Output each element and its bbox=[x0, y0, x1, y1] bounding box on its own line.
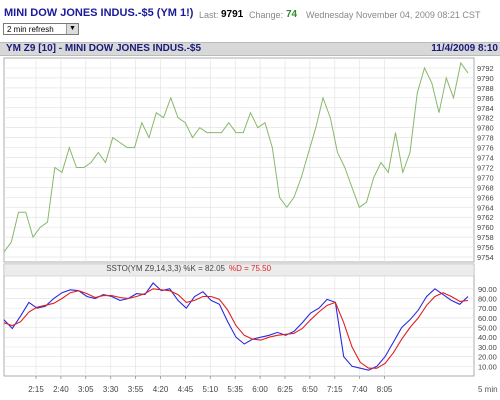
oscillator-d-value: %D = 75.50 bbox=[229, 264, 272, 273]
osc-y-tick-label: 20.00 bbox=[478, 353, 497, 362]
chart-title: YM Z9 [10] - MINI DOW JONES INDUS.-$5 bbox=[6, 43, 202, 54]
price-y-tick-label: 9764 bbox=[477, 203, 494, 212]
chevron-down-icon[interactable]: ▼ bbox=[66, 24, 78, 34]
x-tick-label: 7:15 bbox=[327, 385, 343, 394]
price-y-tick-label: 9790 bbox=[477, 74, 494, 83]
chart-date: 11/4/2009 8:10 bbox=[431, 43, 498, 54]
x-tick-label: 4:20 bbox=[153, 385, 169, 394]
osc-y-tick-label: 60.00 bbox=[478, 314, 497, 323]
refresh-select[interactable]: 2 min refresh ▼ bbox=[3, 23, 79, 35]
price-y-tick-label: 9792 bbox=[477, 64, 494, 73]
price-series-line bbox=[3, 61, 469, 253]
x-tick-label: 6:25 bbox=[277, 385, 293, 394]
oscillator-plot-area bbox=[3, 263, 475, 377]
x-tick-label: 2:15 bbox=[28, 385, 44, 394]
x-tick-label: 6:50 bbox=[302, 385, 318, 394]
price-y-tick-label: 9766 bbox=[477, 193, 494, 202]
change-label: Change: bbox=[249, 10, 284, 20]
timestamp: Wednesday November 04, 2009 08:21 CST bbox=[306, 10, 481, 20]
osc-y-tick-label: 10.00 bbox=[478, 362, 497, 371]
price-y-tick-label: 9784 bbox=[477, 104, 494, 113]
price-y-tick-label: 9754 bbox=[477, 253, 494, 262]
oscillator-title: SSTO(YM Z9,14,3,3) %K = 82.05 bbox=[106, 264, 225, 273]
x-tick-label: 4:45 bbox=[178, 385, 194, 394]
last-value: 9791 bbox=[221, 9, 244, 20]
osc-y-tick-label: 80.00 bbox=[478, 294, 497, 303]
last-label: Last: bbox=[199, 10, 219, 20]
price-y-tick-label: 9762 bbox=[477, 213, 494, 222]
osc-y-tick-label: 70.00 bbox=[478, 304, 497, 313]
oscillator-panel: 10.0020.0030.0040.0050.0060.0070.0080.00… bbox=[3, 263, 497, 377]
price-y-tick-label: 9778 bbox=[477, 134, 494, 143]
x-tick-label: 2:40 bbox=[53, 385, 69, 394]
x-axis: 2:15 2:40 3:05 3:30 3:55 4:20 4:45 5:10 5:35 6:00… bbox=[28, 376, 393, 394]
price-y-tick-label: 9788 bbox=[477, 84, 494, 93]
price-y-tick-label: 9774 bbox=[477, 154, 494, 163]
osc-y-tick-label: 40.00 bbox=[478, 333, 497, 342]
refresh-selected: 2 min refresh bbox=[7, 25, 54, 34]
x-tick-label: 8:05 bbox=[377, 385, 393, 394]
osc-y-tick-label: 50.00 bbox=[478, 324, 497, 333]
price-y-tick-label: 9776 bbox=[477, 144, 494, 153]
k-series-line bbox=[3, 282, 469, 371]
x-tick-label: 6:00 bbox=[252, 385, 268, 394]
price-plot-area bbox=[3, 57, 475, 263]
x-tick-label: 3:05 bbox=[78, 385, 94, 394]
x-tick-label: 7:40 bbox=[352, 385, 368, 394]
quote-header: MINI DOW JONES INDUS.-$5 (YM 1!) Last: 9… bbox=[0, 0, 500, 36]
price-y-tick-label: 9756 bbox=[477, 243, 494, 252]
price-y-tick-label: 9780 bbox=[477, 124, 494, 133]
price-y-tick-label: 9772 bbox=[477, 163, 494, 172]
chart-header: YM Z9 [10] - MINI DOW JONES INDUS.-$5 11… bbox=[0, 42, 500, 56]
price-y-tick-label: 9782 bbox=[477, 114, 494, 123]
x-tick-label: 3:30 bbox=[103, 385, 119, 394]
x-tick-label: 5:10 bbox=[203, 385, 219, 394]
oscillator-title-bar bbox=[3, 263, 475, 277]
x-unit-label: 5 min bbox=[478, 385, 498, 394]
d-series-line bbox=[3, 288, 469, 369]
symbol-title[interactable]: MINI DOW JONES INDUS.-$5 (YM 1!) bbox=[4, 7, 194, 19]
price-y-tick-label: 9760 bbox=[477, 223, 494, 232]
price-y-tick-label: 9786 bbox=[477, 94, 494, 103]
osc-y-tick-label: 90.00 bbox=[478, 285, 497, 294]
price-y-tick-label: 9770 bbox=[477, 173, 494, 182]
change-value: 74 bbox=[286, 9, 298, 20]
price-y-tick-label: 9768 bbox=[477, 183, 494, 192]
price-panel: 9754975697589760976297649766976897709772… bbox=[3, 57, 494, 263]
osc-y-tick-label: 30.00 bbox=[478, 343, 497, 352]
x-tick-label: 3:55 bbox=[128, 385, 144, 394]
x-tick-label: 5:35 bbox=[227, 385, 243, 394]
price-y-tick-label: 9758 bbox=[477, 233, 494, 242]
